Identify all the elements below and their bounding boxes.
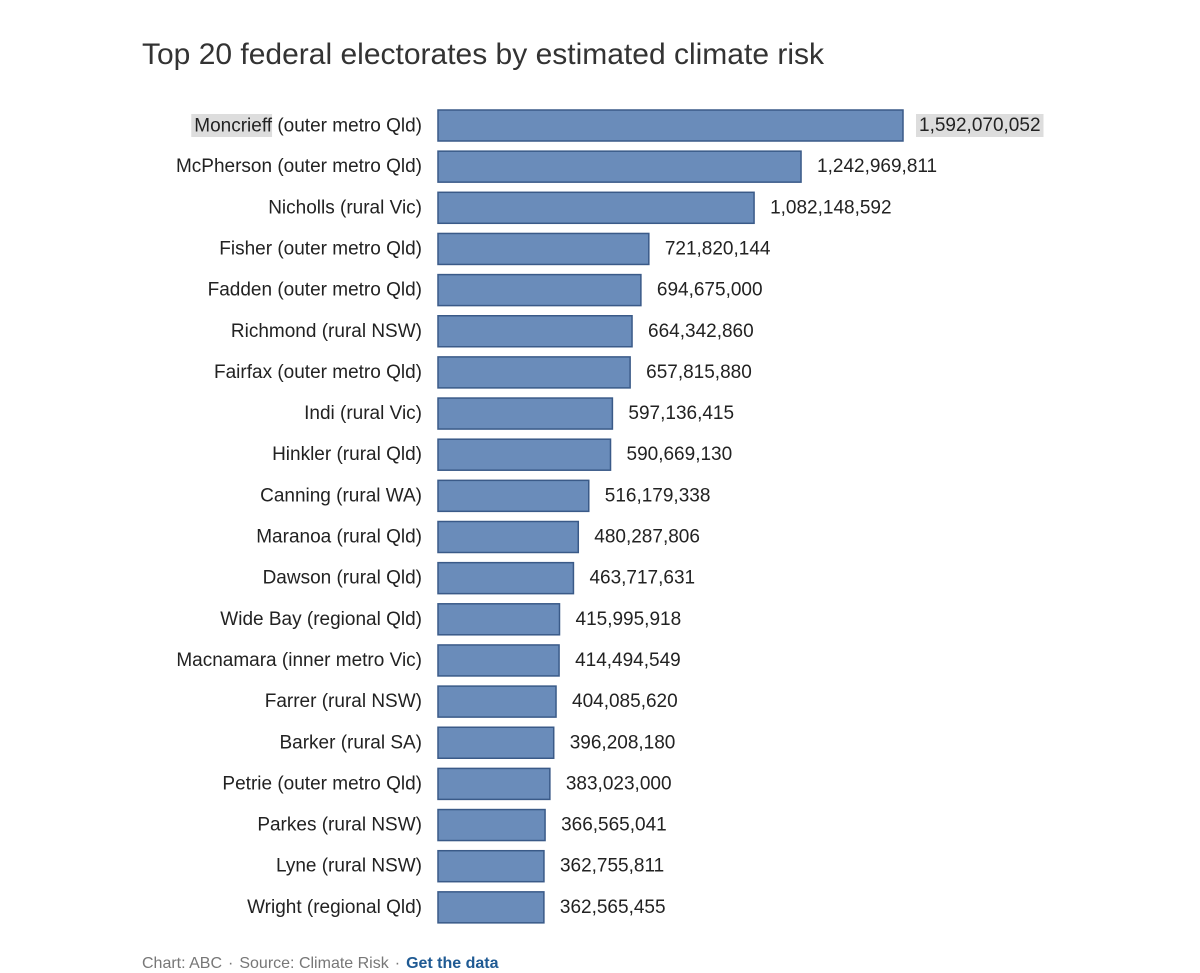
- value-label: 694,675,000: [657, 280, 763, 301]
- bar[interactable]: [437, 438, 612, 471]
- bar[interactable]: [437, 808, 546, 842]
- category-label: Fisher (outer metro Qld): [219, 238, 422, 259]
- value-label: 516,179,338: [605, 485, 711, 506]
- value-label: 664,342,860: [648, 321, 754, 342]
- bar[interactable]: [437, 603, 561, 636]
- chart-footer: Chart: ABC · Source: Climate Risk · Get the …: [142, 955, 499, 972]
- bar-row[interactable]: Wide Bay (regional Qld) 415,995,918: [220, 603, 682, 636]
- category-label: Dawson (rural Qld): [263, 568, 422, 589]
- category-label: Petrie (outer metro Qld): [222, 773, 422, 794]
- value-highlight-bg: [916, 114, 1044, 137]
- value-label: 480,287,806: [594, 527, 700, 548]
- bar[interactable]: [437, 191, 755, 225]
- bar-row[interactable]: Dawson (rural Qld) 463,717,631: [263, 561, 696, 595]
- bar[interactable]: [437, 891, 545, 924]
- value-label: 415,995,918: [576, 609, 682, 630]
- bar[interactable]: [437, 726, 555, 759]
- category-label: Barker (rural SA): [279, 732, 422, 753]
- bar-row[interactable]: Nicholls (rural Vic) 1,082,148,592: [268, 191, 892, 225]
- value-label: 1,242,969,811: [817, 156, 937, 177]
- category-label-rest: (outer metro Qld): [272, 115, 422, 136]
- value-label: 366,565,041: [561, 815, 667, 836]
- category-label: Richmond (rural NSW): [231, 321, 422, 342]
- bar-row[interactable]: Lyne (rural NSW) 362,755,811: [276, 849, 664, 883]
- category-label: Fadden (outer metro Qld): [208, 280, 422, 301]
- bar-row[interactable]: Moncrieff (outer metro Qld) 1,592,070,052: [191, 109, 1044, 142]
- value-label: 414,494,549: [575, 650, 681, 671]
- bar[interactable]: [437, 767, 551, 801]
- bar-row[interactable]: Wright (regional Qld) 362,565,455: [247, 891, 666, 924]
- category-label: Nicholls (rural Vic): [268, 197, 422, 218]
- bar[interactable]: [437, 644, 560, 677]
- bar-row[interactable]: McPherson (outer metro Qld) 1,242,969,811: [176, 150, 937, 183]
- category-label-highlight: Moncrieff: [194, 115, 273, 136]
- bar[interactable]: [437, 479, 590, 513]
- bar-row[interactable]: Fadden (outer metro Qld) 694,675,000: [208, 273, 763, 307]
- bar-row[interactable]: Indi (rural Vic) 597,136,415: [304, 397, 734, 430]
- bar[interactable]: [437, 150, 802, 183]
- bar[interactable]: [437, 849, 545, 883]
- bar-row[interactable]: Maranoa (rural Qld) 480,287,806: [256, 520, 700, 554]
- bar-row[interactable]: Petrie (outer metro Qld) 383,023,000: [222, 767, 672, 801]
- bar-row[interactable]: Barker (rural SA) 396,208,180: [279, 726, 676, 759]
- category-label: Farrer (rural NSW): [265, 691, 422, 712]
- bar-row[interactable]: Richmond (rural NSW) 664,342,860: [231, 315, 754, 348]
- category-label: Wright (regional Qld): [247, 897, 422, 918]
- bar-row[interactable]: Parkes (rural NSW) 366,565,041: [257, 808, 667, 842]
- bar-row[interactable]: Hinkler (rural Qld) 590,669,130: [272, 438, 733, 471]
- category-label: McPherson (outer metro Qld): [176, 156, 422, 177]
- category-label: Fairfax (outer metro Qld): [214, 362, 422, 383]
- category-label: Wide Bay (regional Qld): [220, 609, 422, 630]
- category-label: Hinkler (rural Qld): [272, 444, 422, 465]
- value-label: 362,565,455: [560, 897, 666, 918]
- bar[interactable]: [437, 315, 633, 348]
- category-label: Moncrieff (outer metro Qld): [194, 115, 422, 136]
- category-label: Lyne (rural NSW): [276, 856, 422, 877]
- category-label: Canning (rural WA): [260, 485, 422, 506]
- value-label: 597,136,415: [628, 403, 734, 424]
- bar[interactable]: [437, 356, 631, 389]
- bar[interactable]: [437, 520, 580, 554]
- value-label: 383,023,000: [566, 773, 672, 794]
- category-label: Indi (rural Vic): [304, 403, 422, 424]
- bar[interactable]: [437, 273, 642, 307]
- bar[interactable]: [437, 109, 904, 142]
- bar[interactable]: [437, 685, 557, 718]
- bar[interactable]: [437, 561, 575, 595]
- bar[interactable]: [437, 232, 650, 266]
- value-label: 1,082,148,592: [770, 197, 892, 218]
- category-label: Macnamara (inner metro Vic): [176, 650, 422, 671]
- bar-row[interactable]: Fisher (outer metro Qld) 721,820,144: [219, 232, 771, 266]
- bar[interactable]: [437, 397, 614, 430]
- category-label: Maranoa (rural Qld): [256, 527, 422, 548]
- chart-title: Top 20 federal electorates by estimated …: [142, 38, 824, 71]
- value-label: 721,820,144: [665, 238, 771, 259]
- value-label: 362,755,811: [560, 856, 664, 877]
- bar-row[interactable]: Canning (rural WA) 516,179,338: [260, 479, 711, 513]
- value-label: 1,592,070,052: [919, 115, 1041, 136]
- category-label: Parkes (rural NSW): [257, 815, 422, 836]
- bar-chart: Moncrieff (outer metro Qld) 1,592,070,052…: [176, 109, 1044, 924]
- bar-row[interactable]: Fairfax (outer metro Qld) 657,815,880: [214, 356, 752, 389]
- value-label: 463,717,631: [589, 568, 695, 589]
- value-label: 404,085,620: [572, 691, 678, 712]
- value-label: 590,669,130: [627, 444, 733, 465]
- category-highlight-bg: [191, 114, 273, 137]
- bar-row[interactable]: Farrer (rural NSW) 404,085,620: [265, 685, 678, 718]
- bar-row[interactable]: Macnamara (inner metro Vic) 414,494,549: [176, 644, 681, 677]
- value-label: 657,815,880: [646, 362, 752, 383]
- value-label: 396,208,180: [570, 732, 676, 753]
